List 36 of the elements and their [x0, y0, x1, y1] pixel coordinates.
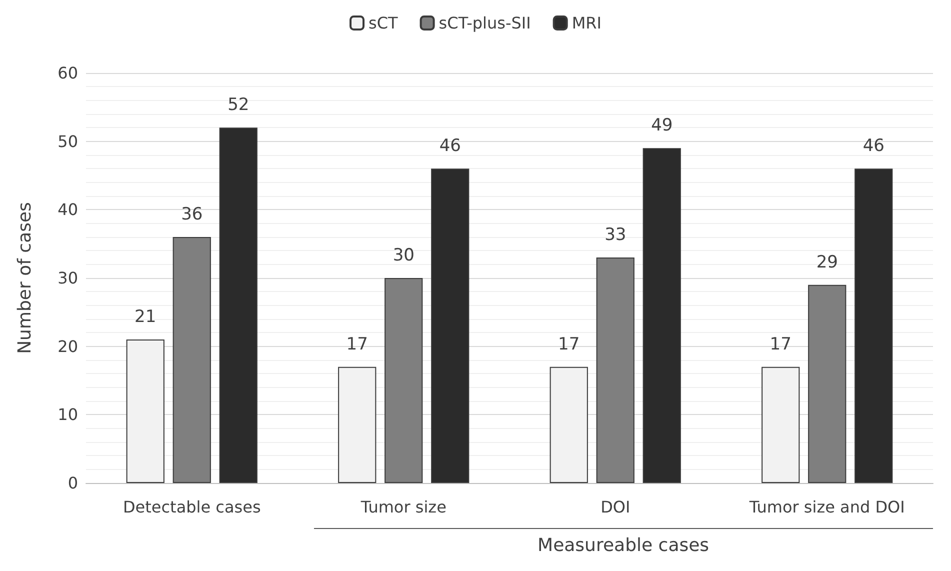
y-tick-label: 10	[58, 405, 78, 424]
legend-label: sCT-plus-SII	[438, 14, 531, 32]
legend-label: sCT	[368, 14, 398, 32]
y-tick-label: 30	[58, 268, 78, 288]
x-axis-title: Measureable cases	[536, 535, 710, 556]
y-tick-label: 0	[68, 474, 78, 492]
bar	[808, 284, 846, 483]
bar	[854, 168, 893, 483]
data-label: 33	[604, 225, 626, 245]
y-tick-label: 20	[58, 336, 78, 356]
bar	[219, 128, 258, 483]
data-label: 21	[134, 307, 156, 327]
y-axis-title: Number of cases	[14, 202, 36, 354]
data-label: 49	[651, 116, 673, 136]
data-label: 52	[228, 95, 250, 116]
data-label: 46	[439, 136, 461, 156]
data-label: 36	[181, 204, 203, 224]
x-tick-label: Tumor size	[360, 498, 446, 516]
x-tick-label: Tumor size and DOI	[748, 498, 905, 516]
y-tick-label: 40	[58, 200, 78, 220]
y-tick-label: 60	[58, 64, 78, 82]
data-label: 17	[770, 334, 792, 354]
y-tick-label: 50	[58, 132, 78, 151]
legend-label: MRI	[572, 14, 602, 32]
bar	[384, 278, 423, 483]
data-label: 30	[392, 246, 414, 266]
x-tick-label: DOI	[600, 498, 630, 516]
data-label: 17	[558, 334, 580, 354]
x-tick-label: Detectable cases	[122, 498, 261, 516]
data-label: 17	[346, 334, 368, 354]
bar	[642, 148, 681, 483]
data-label: 46	[862, 136, 884, 156]
data-label: 29	[816, 252, 838, 272]
bar	[596, 258, 634, 483]
bar	[431, 168, 470, 483]
bar	[172, 237, 211, 483]
